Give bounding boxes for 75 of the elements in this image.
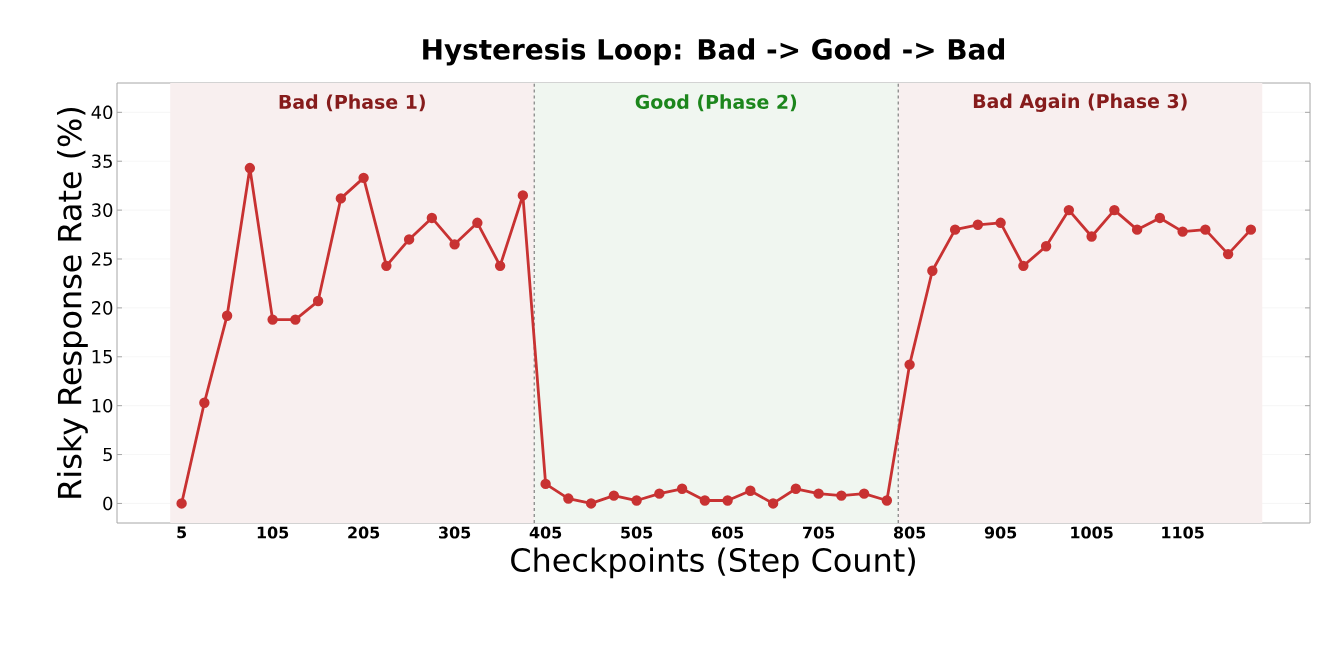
point — [813, 488, 824, 499]
point — [858, 488, 870, 499]
point — [767, 498, 779, 509]
x-tick-label: 105 — [257, 526, 289, 539]
point — [176, 498, 187, 509]
x-tick-label: 605 — [711, 526, 744, 539]
y-tick-label: 15 — [92, 350, 112, 364]
x-tick-label: 205 — [348, 526, 380, 539]
x-tick-label: 1105 — [1162, 526, 1204, 539]
y-tick-label: 25 — [91, 252, 112, 266]
point — [699, 495, 711, 506]
point — [426, 212, 438, 224]
point — [221, 310, 233, 321]
point — [722, 495, 733, 506]
point — [745, 485, 756, 496]
point — [199, 397, 210, 408]
point — [563, 493, 574, 504]
point — [881, 495, 893, 506]
y-tick-label: 5 — [103, 447, 112, 462]
point — [585, 498, 597, 509]
point — [312, 295, 324, 307]
point — [995, 217, 1006, 229]
band-label: Bad Again (Phase 3) — [973, 93, 1187, 113]
point — [494, 260, 506, 272]
x-tick-label: 305 — [439, 526, 471, 539]
x-tick-label: 905 — [984, 526, 1017, 539]
chart-title: Hysteresis Loop: Bad -> Good -> Bad — [423, 38, 1005, 66]
point — [608, 490, 620, 501]
point — [1200, 224, 1211, 235]
point — [1109, 204, 1120, 216]
point — [1018, 260, 1029, 272]
point — [335, 193, 347, 204]
point — [1086, 231, 1097, 242]
point — [836, 490, 847, 501]
point — [472, 217, 483, 229]
x-tick-label: 505 — [621, 526, 653, 539]
point — [540, 478, 551, 490]
point — [290, 314, 301, 325]
point — [1040, 241, 1052, 252]
point — [949, 224, 961, 235]
x-tick-label: 805 — [893, 526, 926, 539]
point — [244, 162, 256, 174]
y-tick-label: 10 — [92, 398, 113, 413]
y-tick-label: 20 — [91, 301, 113, 315]
point — [267, 314, 278, 325]
y-tick-label: 30 — [92, 203, 113, 217]
y-tick-label: 35 — [92, 154, 112, 168]
point — [1222, 248, 1234, 260]
point — [403, 234, 415, 245]
band-label: Bad (Phase 1) — [279, 94, 425, 112]
x-tick-label: 5 — [177, 526, 187, 539]
x-axis-title: Checkpoints (Step Count) — [511, 547, 915, 579]
x-tick-label: 405 — [529, 526, 562, 539]
point — [381, 260, 392, 272]
point — [449, 239, 460, 250]
point — [1177, 226, 1188, 237]
x-tick-label: 1005 — [1071, 526, 1113, 539]
point — [1063, 204, 1075, 216]
point — [676, 483, 688, 494]
point — [1245, 224, 1257, 235]
point — [1131, 224, 1143, 235]
point — [972, 219, 984, 230]
x-tick-label: 705 — [803, 526, 835, 539]
point — [1154, 212, 1166, 224]
point — [631, 495, 642, 506]
band-label: Good (Phase 2) — [635, 94, 797, 112]
y-tick-label: 40 — [91, 105, 113, 120]
point — [654, 488, 665, 499]
point — [904, 359, 915, 370]
y-tick-label: 0 — [103, 496, 113, 511]
point — [790, 483, 802, 494]
point — [927, 265, 938, 276]
y-axis-title: Risky Response Rate (%) — [56, 107, 88, 498]
point — [517, 190, 529, 201]
point — [358, 172, 369, 184]
